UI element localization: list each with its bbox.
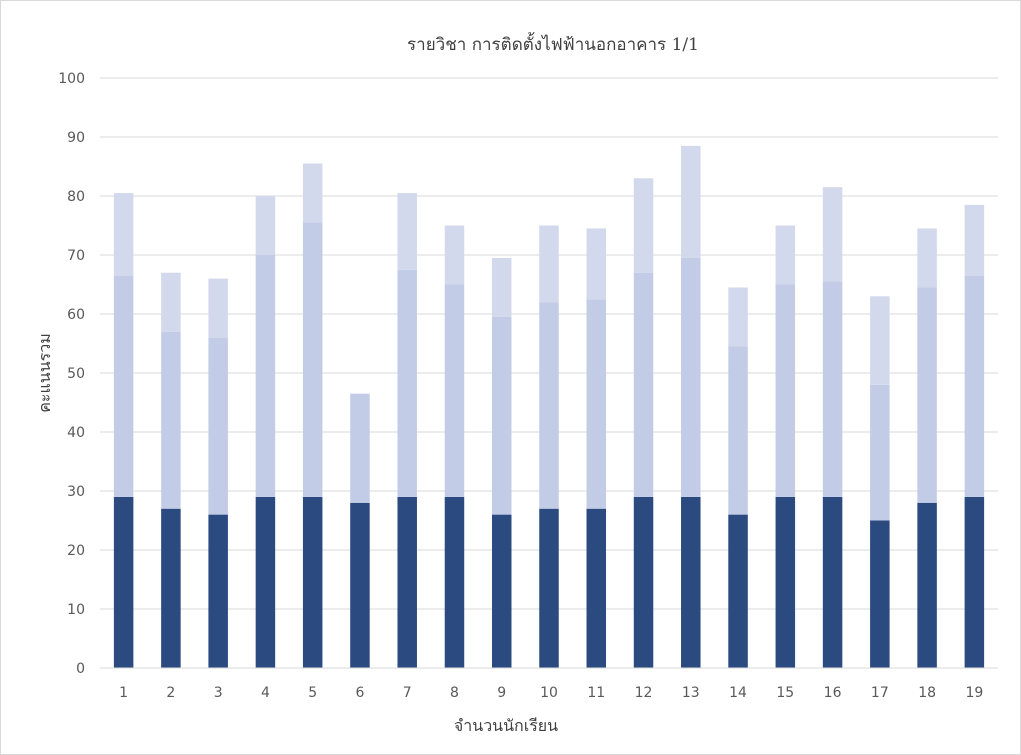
bar-segment-1 [255, 496, 276, 668]
bar-segment-2 [255, 255, 276, 497]
bar-segment-3 [444, 225, 465, 285]
bar-segment-2 [633, 272, 654, 497]
bar-segment-1 [113, 496, 134, 668]
bar-segment-2 [775, 284, 796, 497]
bar-segment-3 [397, 193, 417, 270]
bar-segment-2 [917, 287, 937, 503]
bar-segment-3 [917, 228, 937, 288]
bar-segment-2 [491, 316, 512, 515]
y-tick-label: 50 [67, 366, 85, 382]
x-tick-label: 14 [729, 685, 747, 701]
x-tick-label: 1 [119, 685, 128, 701]
bar-segment-3 [586, 228, 607, 300]
bar-segment-1 [775, 496, 796, 668]
bar-segment-1 [208, 514, 228, 668]
bar-segment-3 [539, 225, 559, 303]
bar-segment-3 [728, 287, 748, 347]
y-tick-label: 100 [58, 71, 85, 87]
x-tick-label: 16 [824, 685, 842, 701]
bar-segment-2 [397, 269, 417, 497]
y-tick-label: 80 [67, 189, 85, 205]
y-tick-label: 10 [67, 602, 85, 618]
bar-segment-3 [161, 272, 181, 332]
y-tick-label: 40 [67, 425, 85, 441]
x-tick-label: 3 [214, 685, 223, 701]
y-tick-label: 70 [67, 248, 85, 264]
y-tick-label: 0 [76, 661, 85, 677]
bar-segment-2 [681, 257, 701, 497]
x-tick-label: 2 [166, 685, 175, 701]
x-tick-label: 8 [450, 685, 459, 701]
bar-segment-1 [870, 520, 890, 668]
bar-segment-2 [350, 393, 370, 503]
x-tick-label: 11 [587, 685, 605, 701]
bar-segment-2 [586, 299, 607, 509]
bar-segment-1 [728, 514, 748, 668]
bar-segment-3 [113, 193, 134, 276]
x-tick-label: 19 [965, 685, 983, 701]
bar-segment-1 [539, 508, 559, 668]
bar-segment-2 [822, 281, 843, 497]
bar-segment-1 [822, 496, 843, 668]
bar-segment-1 [917, 502, 937, 668]
bar-segment-1 [586, 508, 607, 668]
y-tick-label: 90 [67, 130, 85, 146]
x-axis-title: จำนวนนักเรียน [454, 716, 558, 735]
bar-segment-1 [161, 508, 181, 668]
x-tick-label: 7 [403, 685, 412, 701]
x-tick-label: 10 [540, 685, 558, 701]
bar-segment-3 [870, 296, 890, 385]
bar-segment-1 [491, 514, 512, 668]
y-axis-ticks: 0 10 20 30 40 50 60 70 80 90 100 [58, 71, 85, 677]
bar-segment-3 [681, 145, 701, 258]
bar-segment-3 [208, 278, 228, 338]
bar-segment-2 [208, 337, 228, 515]
bar-segment-2 [444, 284, 465, 497]
y-tick-label: 20 [67, 543, 85, 559]
bar-segment-3 [255, 196, 276, 255]
x-tick-label: 15 [776, 685, 794, 701]
bar-segment-2 [964, 275, 985, 497]
x-tick-label: 4 [261, 685, 270, 701]
bar-segment-3 [822, 187, 843, 282]
bar-segment-2 [302, 222, 323, 497]
x-tick-label: 17 [871, 685, 889, 701]
bar-segment-3 [302, 163, 323, 223]
bar-segment-1 [444, 496, 465, 668]
bar-segment-1 [302, 496, 323, 668]
bar-segment-2 [161, 331, 181, 509]
bar-segment-3 [633, 178, 654, 273]
bar-segment-1 [681, 496, 701, 668]
x-axis-ticks: 1 2 3 4 5 6 7 8 9 10 11 12 13 14 15 16 17 18 19 [119, 685, 983, 701]
bar-segment-1 [633, 496, 654, 668]
y-axis-title: คะแนนรวม [35, 333, 54, 413]
bar-segment-1 [397, 496, 417, 668]
bar-segment-1 [350, 502, 370, 668]
x-tick-label: 18 [918, 685, 936, 701]
x-tick-label: 5 [308, 685, 317, 701]
bar-segment-2 [870, 384, 890, 521]
y-tick-label: 60 [67, 307, 85, 323]
x-tick-label: 12 [635, 685, 653, 701]
y-tick-label: 30 [67, 484, 85, 500]
bar-segment-2 [728, 346, 748, 515]
bar-segment-2 [539, 302, 559, 509]
bar-segment-3 [775, 225, 796, 285]
x-tick-label: 6 [355, 685, 364, 701]
bar-segment-3 [491, 257, 512, 317]
x-tick-label: 13 [682, 685, 700, 701]
bar-segment-2 [113, 275, 134, 497]
x-tick-label: 9 [497, 685, 506, 701]
bars [113, 145, 985, 668]
bar-segment-1 [964, 496, 985, 668]
chart-title: รายวิชา การติดตั้งไฟฟ้านอกอาคาร 1/1 [407, 32, 699, 55]
bar-segment-3 [964, 204, 985, 276]
